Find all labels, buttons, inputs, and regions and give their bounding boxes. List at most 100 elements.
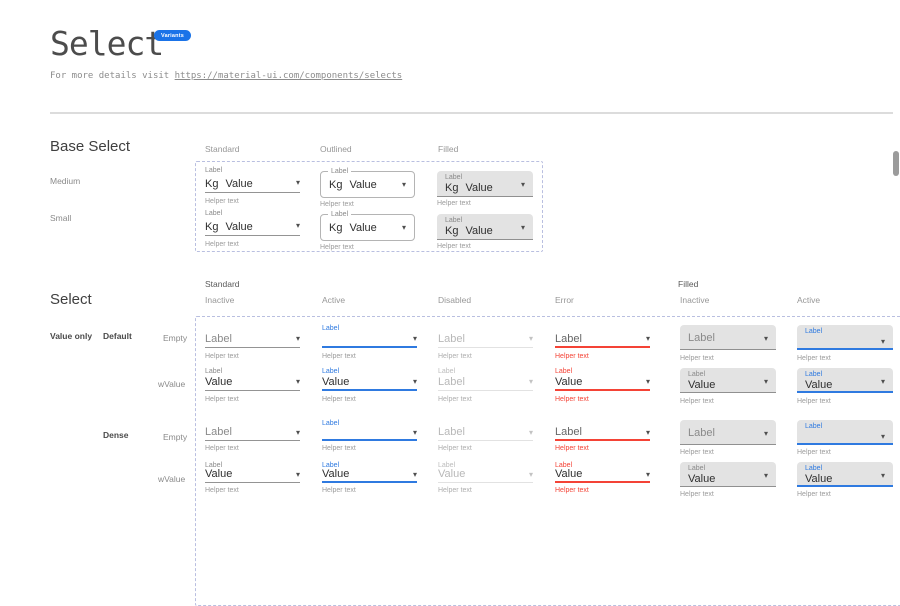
chevron-down-icon: ▾: [880, 377, 885, 386]
select-dense-standard-disabled-wvalue: Label Value ▾ Helper text: [438, 462, 533, 494]
select-dense-filled-inactive-wvalue: Label Value ▾ Helper text: [680, 462, 776, 498]
floating-label: Label: [322, 420, 340, 427]
select-dense-standard-active-empty: Label ▾ Helper text: [322, 420, 417, 452]
helper-text: Helper text: [555, 353, 589, 360]
chevron-down-icon: ▾: [520, 223, 525, 232]
select-control[interactable]: Label Value ▾: [680, 462, 776, 487]
subtitle: For more details visit https://material-…: [50, 71, 402, 81]
select-control[interactable]: Label ▾: [555, 426, 650, 441]
floating-label: Label: [805, 423, 823, 430]
select-standard-active-wvalue: Label Value ▾ Helper text: [322, 368, 417, 403]
select-control[interactable]: Label Kg Value ▾: [320, 211, 415, 241]
select-control[interactable]: Label Kg Value ▾: [437, 171, 533, 197]
helper-text: Helper text: [680, 491, 714, 498]
base-select-title: Base Select: [50, 138, 131, 155]
select-value: Value: [225, 221, 253, 233]
select-control[interactable]: Label Value ▾: [797, 462, 893, 487]
chevron-down-icon: ▾: [880, 337, 885, 346]
helper-text: Helper text: [205, 396, 239, 403]
adornment-kg: Kg: [329, 178, 343, 191]
select-control[interactable]: Label ▾: [205, 333, 300, 348]
select-control[interactable]: Value ▾: [555, 376, 650, 391]
select-control[interactable]: Value ▾: [555, 468, 650, 483]
select-value: Value: [555, 468, 583, 480]
select-value: Value: [688, 379, 716, 391]
adornment-kg: Kg: [329, 221, 343, 234]
chevron-down-icon: ▾: [880, 471, 885, 480]
select-dense-filled-active-empty: Label ▾ Helper text: [797, 420, 893, 456]
select-control[interactable]: Value ▾: [322, 376, 417, 391]
select-placeholder: Label: [205, 426, 232, 438]
helper-text: Helper text: [322, 353, 356, 360]
floating-label: Label: [805, 328, 823, 335]
select-control[interactable]: Value ▾: [322, 468, 417, 483]
select-placeholder: Label: [555, 333, 582, 345]
helper-text: Helper text: [797, 355, 831, 362]
helper-text: Helper text: [438, 445, 472, 452]
floating-label: Label: [805, 371, 823, 378]
floating-label: Label: [688, 465, 706, 472]
base-select-standard-medium: Label Kg Value ▾ Helper text: [205, 167, 300, 205]
helper-text: Helper text: [437, 243, 471, 250]
helper-text: Helper text: [680, 398, 714, 405]
column-header-active-standard: Active: [322, 295, 346, 305]
select-standard-error-wvalue: Label Value ▾ Helper text: [555, 368, 650, 403]
select-control[interactable]: Label Kg Value ▾: [320, 168, 415, 198]
select-value: Value: [805, 379, 833, 391]
page-title: Select: [50, 24, 164, 63]
select-control[interactable]: Value ▾: [205, 376, 300, 391]
column-header-active-filled: Active: [797, 295, 821, 305]
helper-text: Helper text: [322, 445, 356, 452]
select-placeholder: Label: [438, 333, 465, 345]
select-control[interactable]: ▾: [322, 333, 417, 348]
select-section-title: Select: [50, 291, 92, 308]
chevron-down-icon: ▾: [645, 428, 650, 437]
select-value: Value: [205, 468, 233, 480]
select-control[interactable]: Label ▾: [797, 325, 893, 350]
floating-label: Label: [328, 211, 352, 219]
select-dense-standard-active-wvalue: Label Value ▾ Helper text: [322, 462, 417, 494]
adornment-kg: Kg: [205, 221, 219, 233]
select-control[interactable]: Label ▾: [205, 426, 300, 441]
select-control[interactable]: Label ▾: [797, 420, 893, 445]
select-control[interactable]: Label ▾: [680, 325, 776, 350]
helper-text: Helper text: [555, 396, 589, 403]
floating-label: Label: [688, 371, 706, 378]
select-control[interactable]: Label Kg Value ▾: [437, 214, 533, 240]
floating-label: Label: [322, 368, 340, 375]
select-control[interactable]: Label ▾: [680, 420, 776, 445]
select-control[interactable]: Kg Value ▾: [205, 218, 300, 236]
base-select-filled-medium: Label Kg Value ▾ Helper text: [437, 167, 533, 207]
vertical-scrollbar-thumb[interactable]: [893, 151, 899, 176]
select-control[interactable]: Label ▾: [438, 426, 533, 441]
chevron-down-icon: ▾: [645, 377, 650, 386]
floating-label: Label: [438, 462, 456, 469]
select-placeholder: Label: [688, 332, 715, 344]
select-control[interactable]: Label ▾: [555, 333, 650, 348]
helper-text: Helper text: [322, 487, 356, 494]
select-standard-error-empty: Label ▾ Helper text: [555, 325, 650, 360]
chevron-down-icon: ▾: [763, 334, 768, 343]
select-filled-inactive-empty: Label ▾ Helper text: [680, 325, 776, 362]
select-value: Value: [205, 376, 233, 388]
chevron-down-icon: ▾: [295, 428, 300, 437]
select-control[interactable]: Value ▾: [438, 468, 533, 483]
select-placeholder: Label: [205, 333, 232, 345]
select-control[interactable]: Label ▾: [438, 333, 533, 348]
select-control[interactable]: Kg Value ▾: [205, 175, 300, 193]
select-value: Value: [322, 376, 350, 388]
helper-text: Helper text: [438, 487, 472, 494]
select-control[interactable]: Label Value ▾: [680, 368, 776, 393]
select-value: Value: [349, 178, 377, 191]
group-header-standard: Standard: [205, 279, 240, 289]
select-control[interactable]: Label Value ▾: [797, 368, 893, 393]
select-control[interactable]: Value ▾: [205, 468, 300, 483]
chevron-down-icon: ▾: [880, 432, 885, 441]
group-header-filled: Filled: [678, 279, 699, 289]
row-label-medium: Medium: [50, 176, 81, 186]
select-control[interactable]: ▾: [322, 428, 417, 441]
select-control[interactable]: Label ▾: [438, 376, 533, 391]
select-value: Value: [805, 473, 833, 485]
docs-link[interactable]: https://material-ui.com/components/selec…: [174, 71, 403, 81]
variants-badge: Variants: [154, 30, 192, 41]
